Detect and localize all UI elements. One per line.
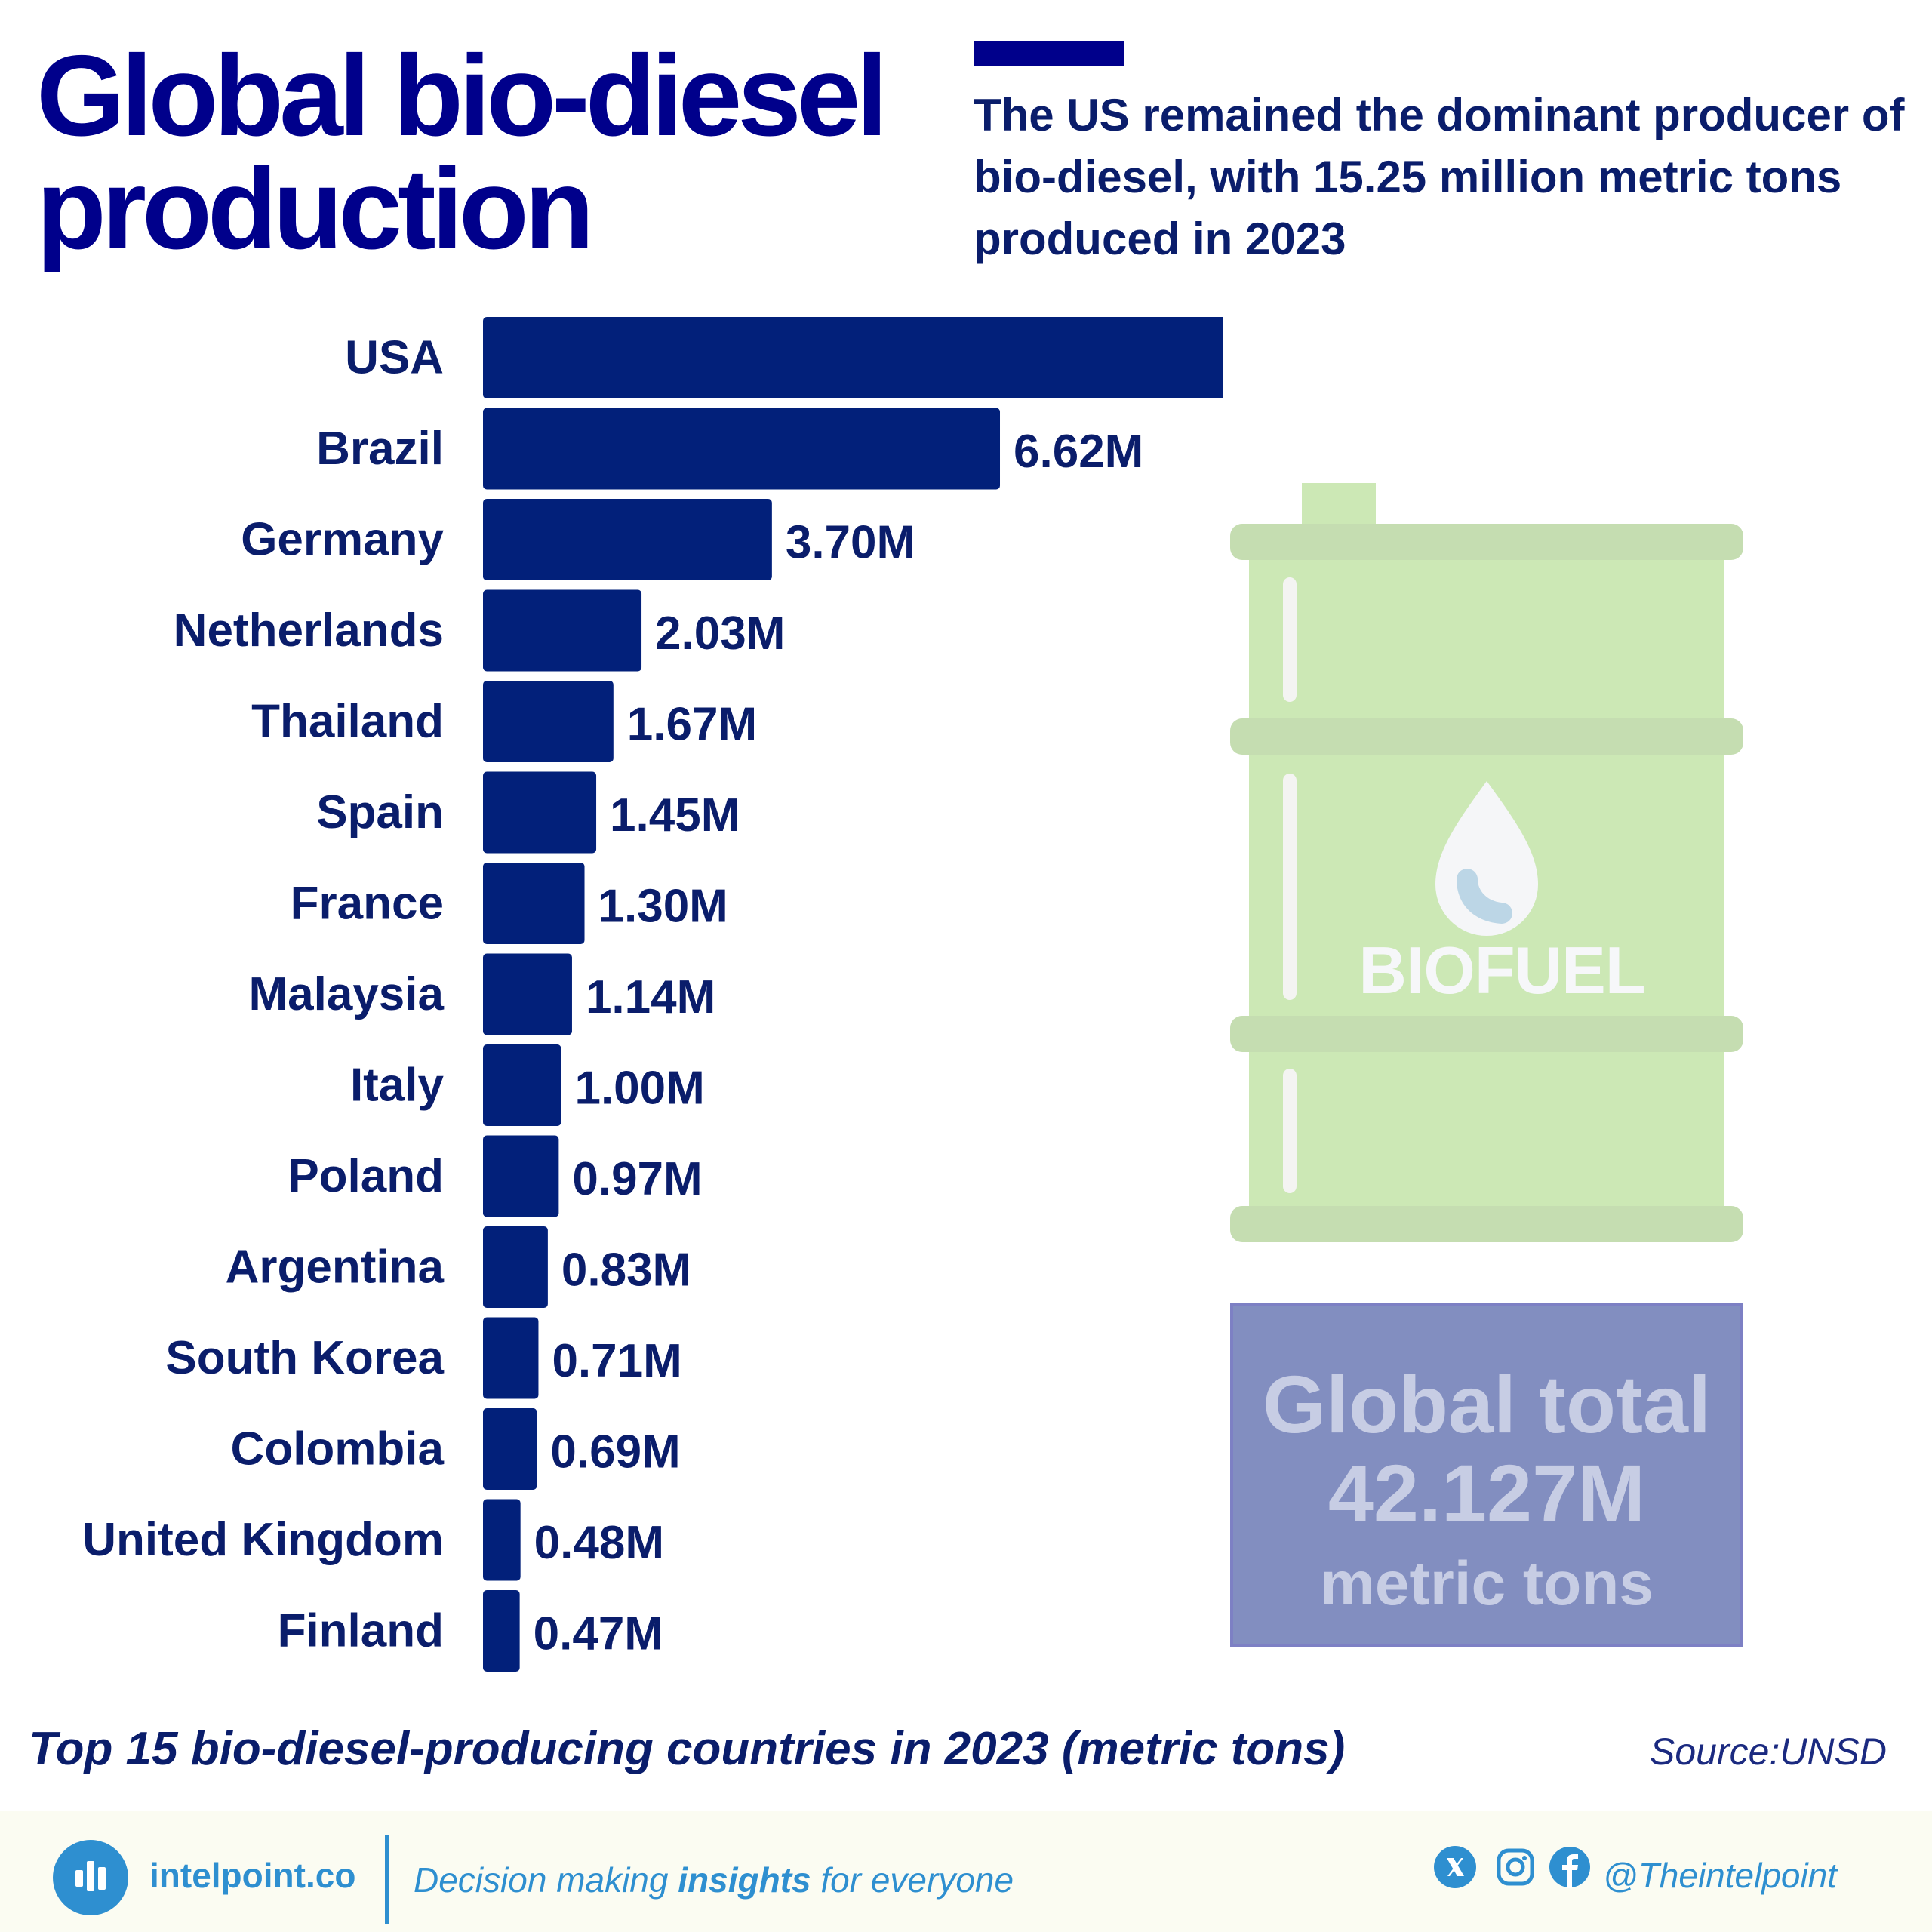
bar	[483, 863, 585, 944]
category-label: Germany	[241, 514, 444, 566]
value-label: 3.70M	[786, 517, 915, 569]
bar	[483, 1317, 539, 1399]
bar	[483, 589, 642, 672]
value-label: 1.30M	[598, 881, 728, 933]
category-label: Brazil	[316, 423, 444, 475]
category-label: Argentina	[226, 1241, 445, 1294]
tagline-bold: insights	[678, 1860, 811, 1900]
social-handle[interactable]: @Theintelpoint	[1603, 1856, 1838, 1895]
value-label: 1.00M	[574, 1063, 704, 1115]
total-unit: metric tons	[1320, 1549, 1654, 1618]
category-label: Italy	[350, 1060, 445, 1112]
brand-name[interactable]: intelpoint.co	[149, 1856, 356, 1895]
category-label: Malaysia	[248, 968, 444, 1020]
oil-drop-icon	[1435, 781, 1538, 936]
value-label: 1.14M	[586, 971, 715, 1023]
value-label: 0.48M	[534, 1517, 664, 1569]
bar	[483, 1590, 520, 1672]
bar	[483, 681, 614, 762]
value-label: 0.97M	[572, 1153, 702, 1205]
barrel-label: BIOFUEL	[1358, 933, 1645, 1008]
value-label: 1.45M	[610, 789, 740, 841]
intelpoint-logo-icon[interactable]	[53, 1840, 128, 1915]
category-label: United Kingdom	[82, 1514, 444, 1566]
title-line-1: Global bio-diesel	[36, 32, 888, 160]
category-label: Spain	[316, 786, 444, 838]
facebook-icon[interactable]	[1549, 1846, 1591, 1888]
value-label: 1.67M	[627, 699, 757, 751]
bar	[483, 953, 572, 1035]
category-label: Finland	[278, 1605, 444, 1657]
source-note: Source:UNSD	[1650, 1730, 1887, 1773]
bar	[483, 408, 1001, 490]
category-label: USA	[345, 332, 444, 384]
footer: intelpoint.co Decision making insights f…	[0, 1811, 1932, 1932]
instagram-icon[interactable]	[1494, 1846, 1537, 1888]
bar	[483, 1499, 521, 1581]
tagline-post: for everyone	[811, 1860, 1014, 1900]
bar	[483, 499, 772, 580]
category-label: Poland	[288, 1150, 444, 1202]
x-icon[interactable]	[1434, 1846, 1476, 1888]
bar	[483, 1135, 559, 1217]
total-value: 42.127M	[1327, 1447, 1646, 1539]
category-label: South Korea	[165, 1332, 444, 1384]
total-label: Global total	[1263, 1358, 1711, 1450]
footer-divider	[385, 1835, 389, 1924]
value-label: 2.03M	[655, 608, 785, 660]
value-label: 0.83M	[561, 1244, 691, 1297]
value-label: 0.69M	[550, 1426, 680, 1478]
value-label: 0.47M	[534, 1608, 663, 1660]
bar-chart: USA15.25MBrazil6.62MGermany3.70MNetherla…	[82, 317, 1223, 1672]
value-label: 6.62M	[1014, 426, 1143, 478]
category-label: Thailand	[251, 696, 444, 748]
tagline: Decision making insights for everyone	[414, 1860, 1014, 1900]
bar	[483, 1408, 537, 1490]
title-line-2: production	[36, 145, 595, 273]
biofuel-barrel-illustration	[1230, 483, 1743, 1242]
value-label: 0.71M	[552, 1335, 681, 1387]
chart-caption: Top 15 bio-diesel-producing countries in…	[29, 1723, 1346, 1775]
category-label: Netherlands	[174, 605, 444, 657]
accent-bar	[974, 41, 1124, 66]
page-title: Global bio-diesel production	[36, 38, 964, 266]
tagline-pre: Decision making	[414, 1860, 678, 1900]
subtitle: The US remained the dominant producer of…	[974, 90, 1905, 264]
global-total-box: Global total 42.127M metric tons	[1230, 1303, 1743, 1647]
bar	[483, 317, 1223, 398]
bar	[483, 1044, 561, 1126]
category-label: France	[291, 878, 444, 930]
category-label: Colombia	[231, 1423, 445, 1475]
bar	[483, 771, 597, 854]
bar	[483, 1226, 548, 1308]
